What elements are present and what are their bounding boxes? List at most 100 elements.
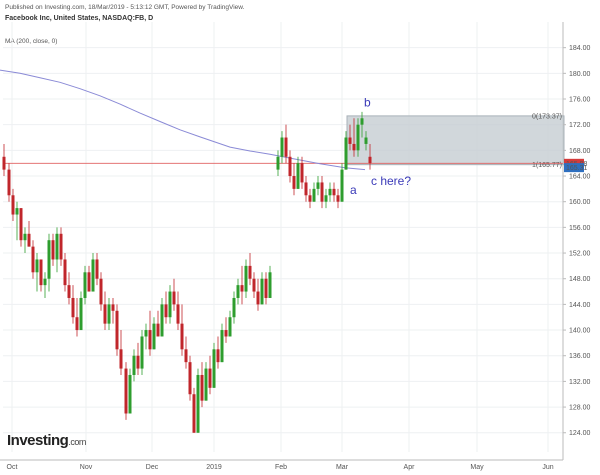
fib-label: 0(173.37) [532,113,562,120]
candle-body [276,156,280,170]
candle-body [344,137,348,170]
candle-body [128,374,132,414]
candle-body [316,182,320,189]
candle-body [364,137,368,144]
candle-body [148,330,152,350]
fib-label: 1(165.77) [532,162,562,169]
candle-body [164,304,168,318]
candle-body [292,176,296,189]
candle-body [111,304,115,311]
logo-suffix: .com [68,437,86,447]
candle-body [204,368,208,401]
candle-body [140,336,144,369]
x-tick-label: Jun [542,464,553,471]
candle-body [176,304,180,324]
candle-body [103,304,107,324]
x-tick-label: Feb [275,464,287,471]
candle-body [59,233,63,260]
candle-body [300,163,304,183]
candle-body [7,169,11,196]
candle-body [184,349,188,363]
candle-body [136,355,140,369]
candle-body [268,272,272,298]
candle-body [296,163,300,189]
candle-body [39,259,43,286]
candle-body [172,291,176,305]
candle-body [320,182,324,202]
candle-body [35,259,39,273]
y-tick-label: 124.00 [569,430,591,437]
x-tick-label: Mar [336,464,349,471]
candle-body [220,330,224,363]
candle-body [55,233,59,260]
x-tick-label: May [470,464,484,471]
candle-body [236,285,240,298]
candle-body [83,272,87,298]
candle-body [91,259,95,292]
x-tick-label: Nov [80,464,93,471]
candle-body [95,259,99,279]
candle-body [340,169,344,202]
candle-body [240,285,244,292]
candle-body [75,317,79,331]
candle-body [99,278,103,305]
candle-body [31,246,35,273]
candle-body [144,330,148,337]
candle-body [280,137,284,157]
x-tick-label: Oct [7,464,18,471]
candle-body [196,374,200,433]
candle-body [43,278,47,286]
x-tick-label: Dec [146,464,159,471]
candle-body [248,265,252,279]
candle-body [51,240,55,260]
x-tick-label: 2019 [206,464,222,471]
y-tick-label: 172.00 [569,122,591,129]
candle-body [212,349,216,388]
y-tick-label: 148.00 [569,276,591,283]
candle-body [119,349,123,369]
x-tick-label: Apr [404,464,416,471]
candle-body [360,118,364,125]
candle-body [328,188,332,196]
y-tick-label: 184.00 [569,45,591,52]
candle-body [152,323,156,350]
candle-body [308,195,312,202]
candle-body [2,156,6,170]
y-tick-label: 144.00 [569,302,591,309]
y-tick-label: 140.00 [569,328,591,335]
investing-logo: Investing.com [7,432,86,449]
y-tick-label: 168.00 [569,148,591,155]
fib-box [346,115,565,166]
wave-annotation: c here? [371,174,411,188]
candle-body [192,394,196,433]
candle-body [115,310,119,350]
candle-body [124,368,128,414]
candle-body [71,297,75,318]
candle-body [324,195,328,202]
candle-body [47,240,51,279]
wave-annotation: a [350,183,357,197]
candle-body [312,188,316,202]
price-tag-label: 165.31 [566,165,588,172]
y-tick-label: 180.00 [569,71,591,78]
price-tag-bg [564,163,584,173]
candle-body [232,297,236,318]
y-tick-label: 128.00 [569,405,591,412]
y-tick-label: 176.00 [569,97,591,104]
indicator-label: MA (200, close, 0) [5,38,58,45]
candle-body [208,368,212,388]
candle-body [15,208,19,215]
y-tick-label: 132.00 [569,379,591,386]
candle-body [180,323,184,350]
candle-body [168,291,172,318]
candle-body [11,195,15,215]
candle-body [284,137,288,157]
candle-body [67,285,71,298]
candle-body [156,323,160,337]
candle-body [256,291,260,305]
candle-body [336,195,340,202]
candle-body [228,317,232,337]
candle-body [216,349,220,363]
wave-annotation: b [364,96,371,110]
